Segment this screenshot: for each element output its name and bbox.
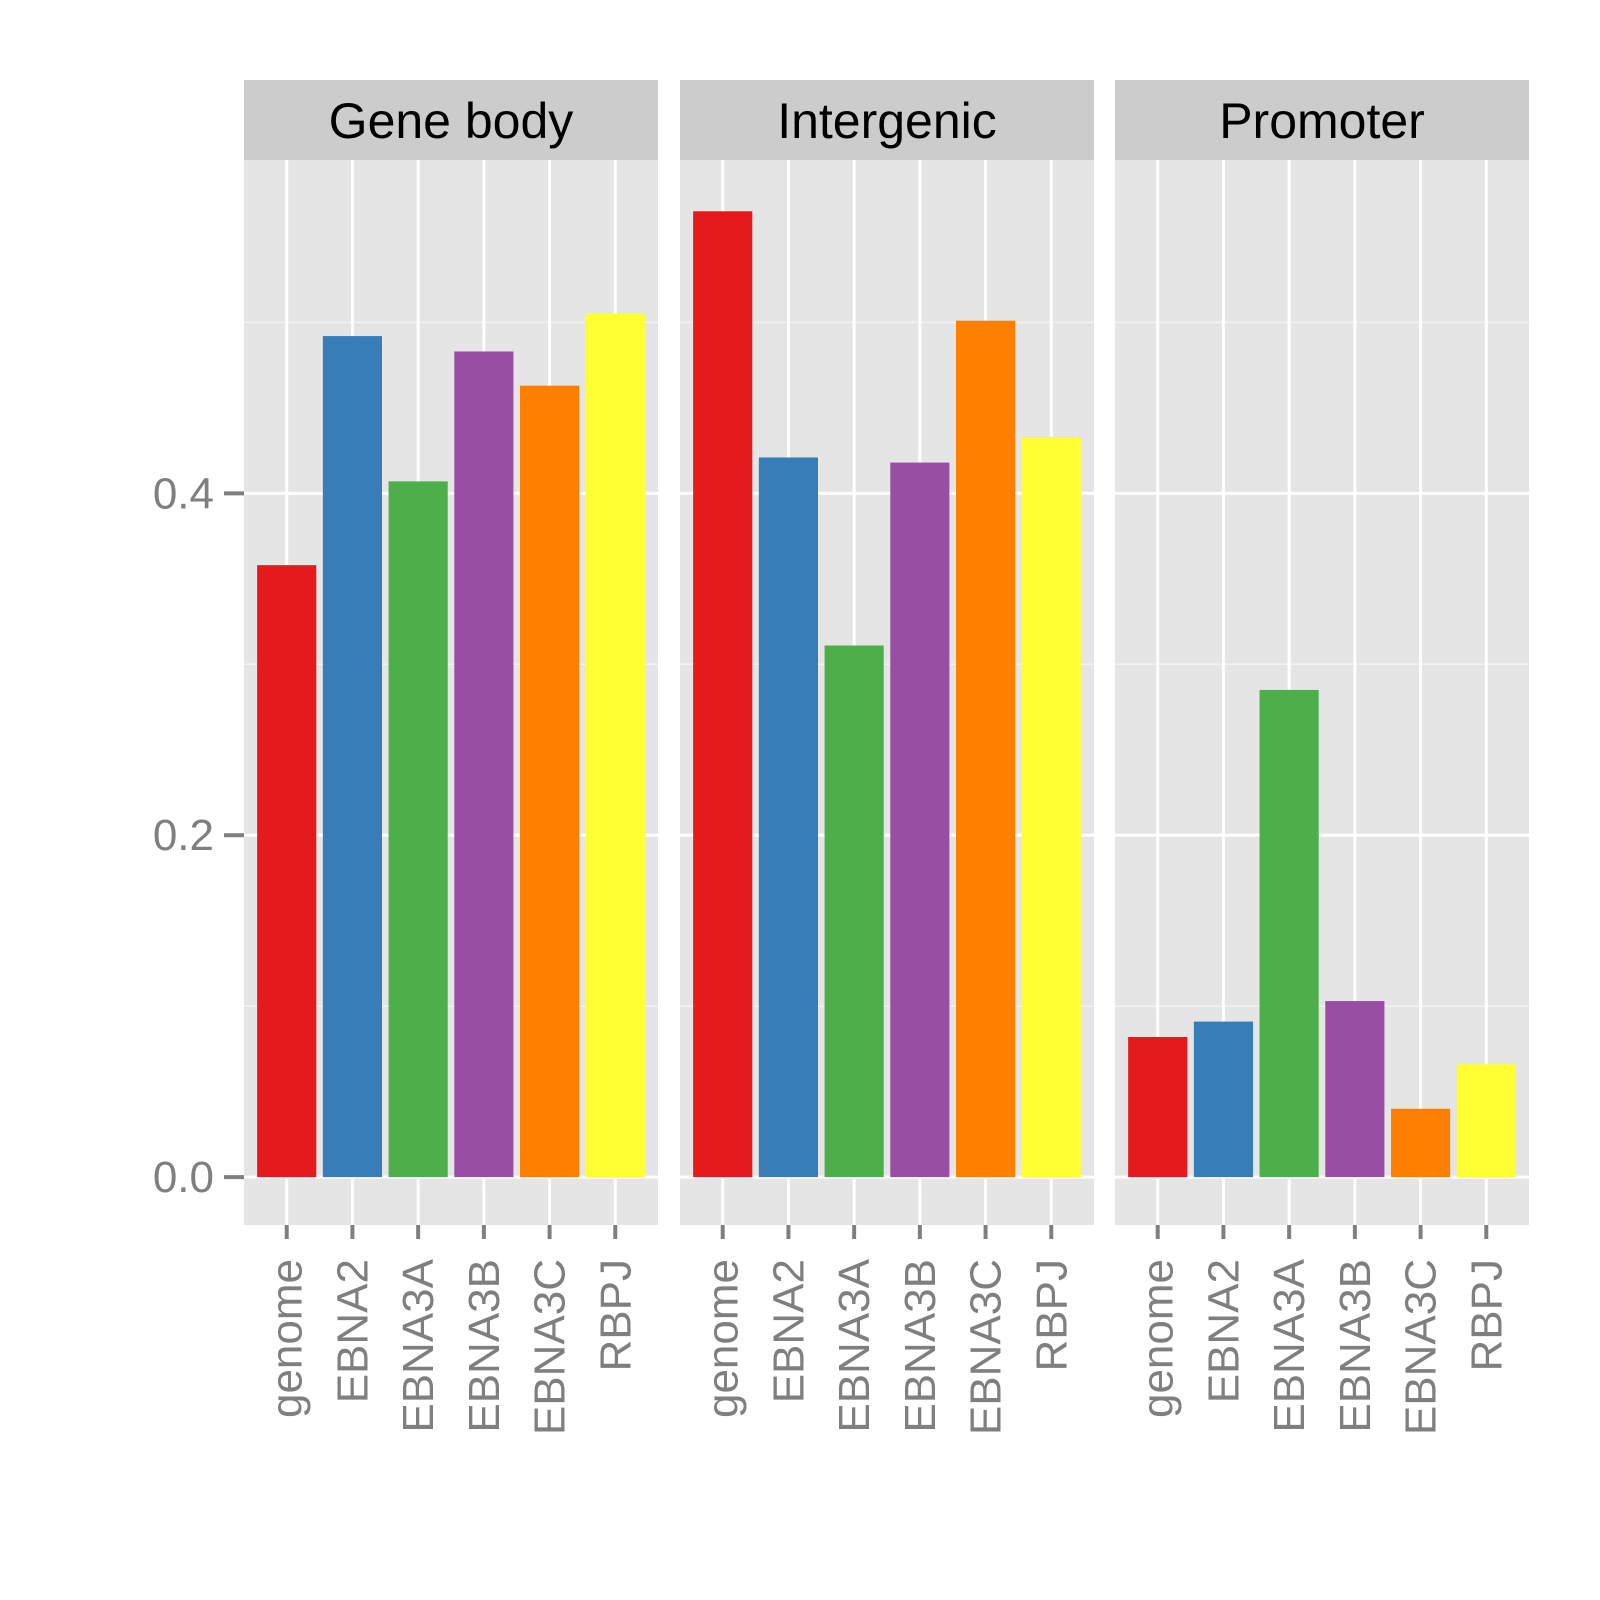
panel-strip-2: [1115, 80, 1529, 160]
bar-promoter-ebna3c: [1391, 1108, 1451, 1178]
bar-promoter-genome: [1128, 1036, 1188, 1178]
panel-strip-1: [680, 80, 1094, 160]
bar-gene-body-genome: [257, 565, 317, 1178]
bar-gene-body-rbpj: [585, 313, 645, 1178]
x-tick-label: genome: [699, 1259, 748, 1418]
bar-promoter-ebna3a: [1259, 689, 1319, 1178]
panel-title: Promoter: [1219, 93, 1425, 149]
panel-title: Gene body: [329, 93, 574, 149]
bar-promoter-rbpj: [1456, 1064, 1516, 1178]
x-tick-label: EBNA3B: [896, 1259, 945, 1433]
bar-intergenic-ebna3c: [956, 320, 1016, 1178]
x-tick-label: EBNA3A: [394, 1258, 443, 1432]
panel-strip-0: [244, 80, 658, 160]
bar-gene-body-ebna2: [322, 336, 382, 1178]
x-tick-label: EBNA3C: [1397, 1259, 1446, 1435]
x-tick-label: RBPJ: [1027, 1259, 1076, 1371]
x-tick-label: RBPJ: [1462, 1259, 1511, 1371]
x-tick-label: RBPJ: [591, 1259, 640, 1371]
bar-gene-body-ebna3c: [520, 385, 580, 1178]
x-tick-label: genome: [1134, 1259, 1183, 1418]
bar-intergenic-rbpj: [1021, 436, 1081, 1178]
y-tick-label: 0.2: [153, 811, 214, 860]
x-tick-label: EBNA2: [328, 1259, 377, 1403]
x-tick-label: EBNA2: [764, 1259, 813, 1403]
bar-intergenic-ebna3b: [890, 462, 950, 1178]
bar-intergenic-genome: [693, 211, 753, 1178]
y-tick-label: 0.4: [153, 469, 214, 518]
bar-gene-body-ebna3b: [454, 351, 514, 1178]
bar-promoter-ebna3b: [1325, 1001, 1385, 1178]
y-tick-label: 0.0: [153, 1153, 214, 1202]
x-tick-label: EBNA3A: [1265, 1258, 1314, 1432]
x-tick-label: EBNA3B: [460, 1259, 509, 1433]
bar-intergenic-ebna3a: [824, 645, 884, 1178]
x-tick-label: EBNA3C: [962, 1259, 1011, 1435]
bar-gene-body-ebna3a: [388, 481, 448, 1178]
bar-promoter-ebna2: [1193, 1021, 1253, 1178]
panel-title: Intergenic: [777, 93, 997, 149]
x-tick-label: EBNA3C: [526, 1259, 575, 1435]
x-tick-label: genome: [263, 1259, 312, 1418]
x-tick-label: EBNA3B: [1331, 1259, 1380, 1433]
x-tick-label: EBNA2: [1199, 1259, 1248, 1403]
bar-intergenic-ebna2: [758, 457, 818, 1178]
x-tick-label: EBNA3A: [830, 1258, 879, 1432]
